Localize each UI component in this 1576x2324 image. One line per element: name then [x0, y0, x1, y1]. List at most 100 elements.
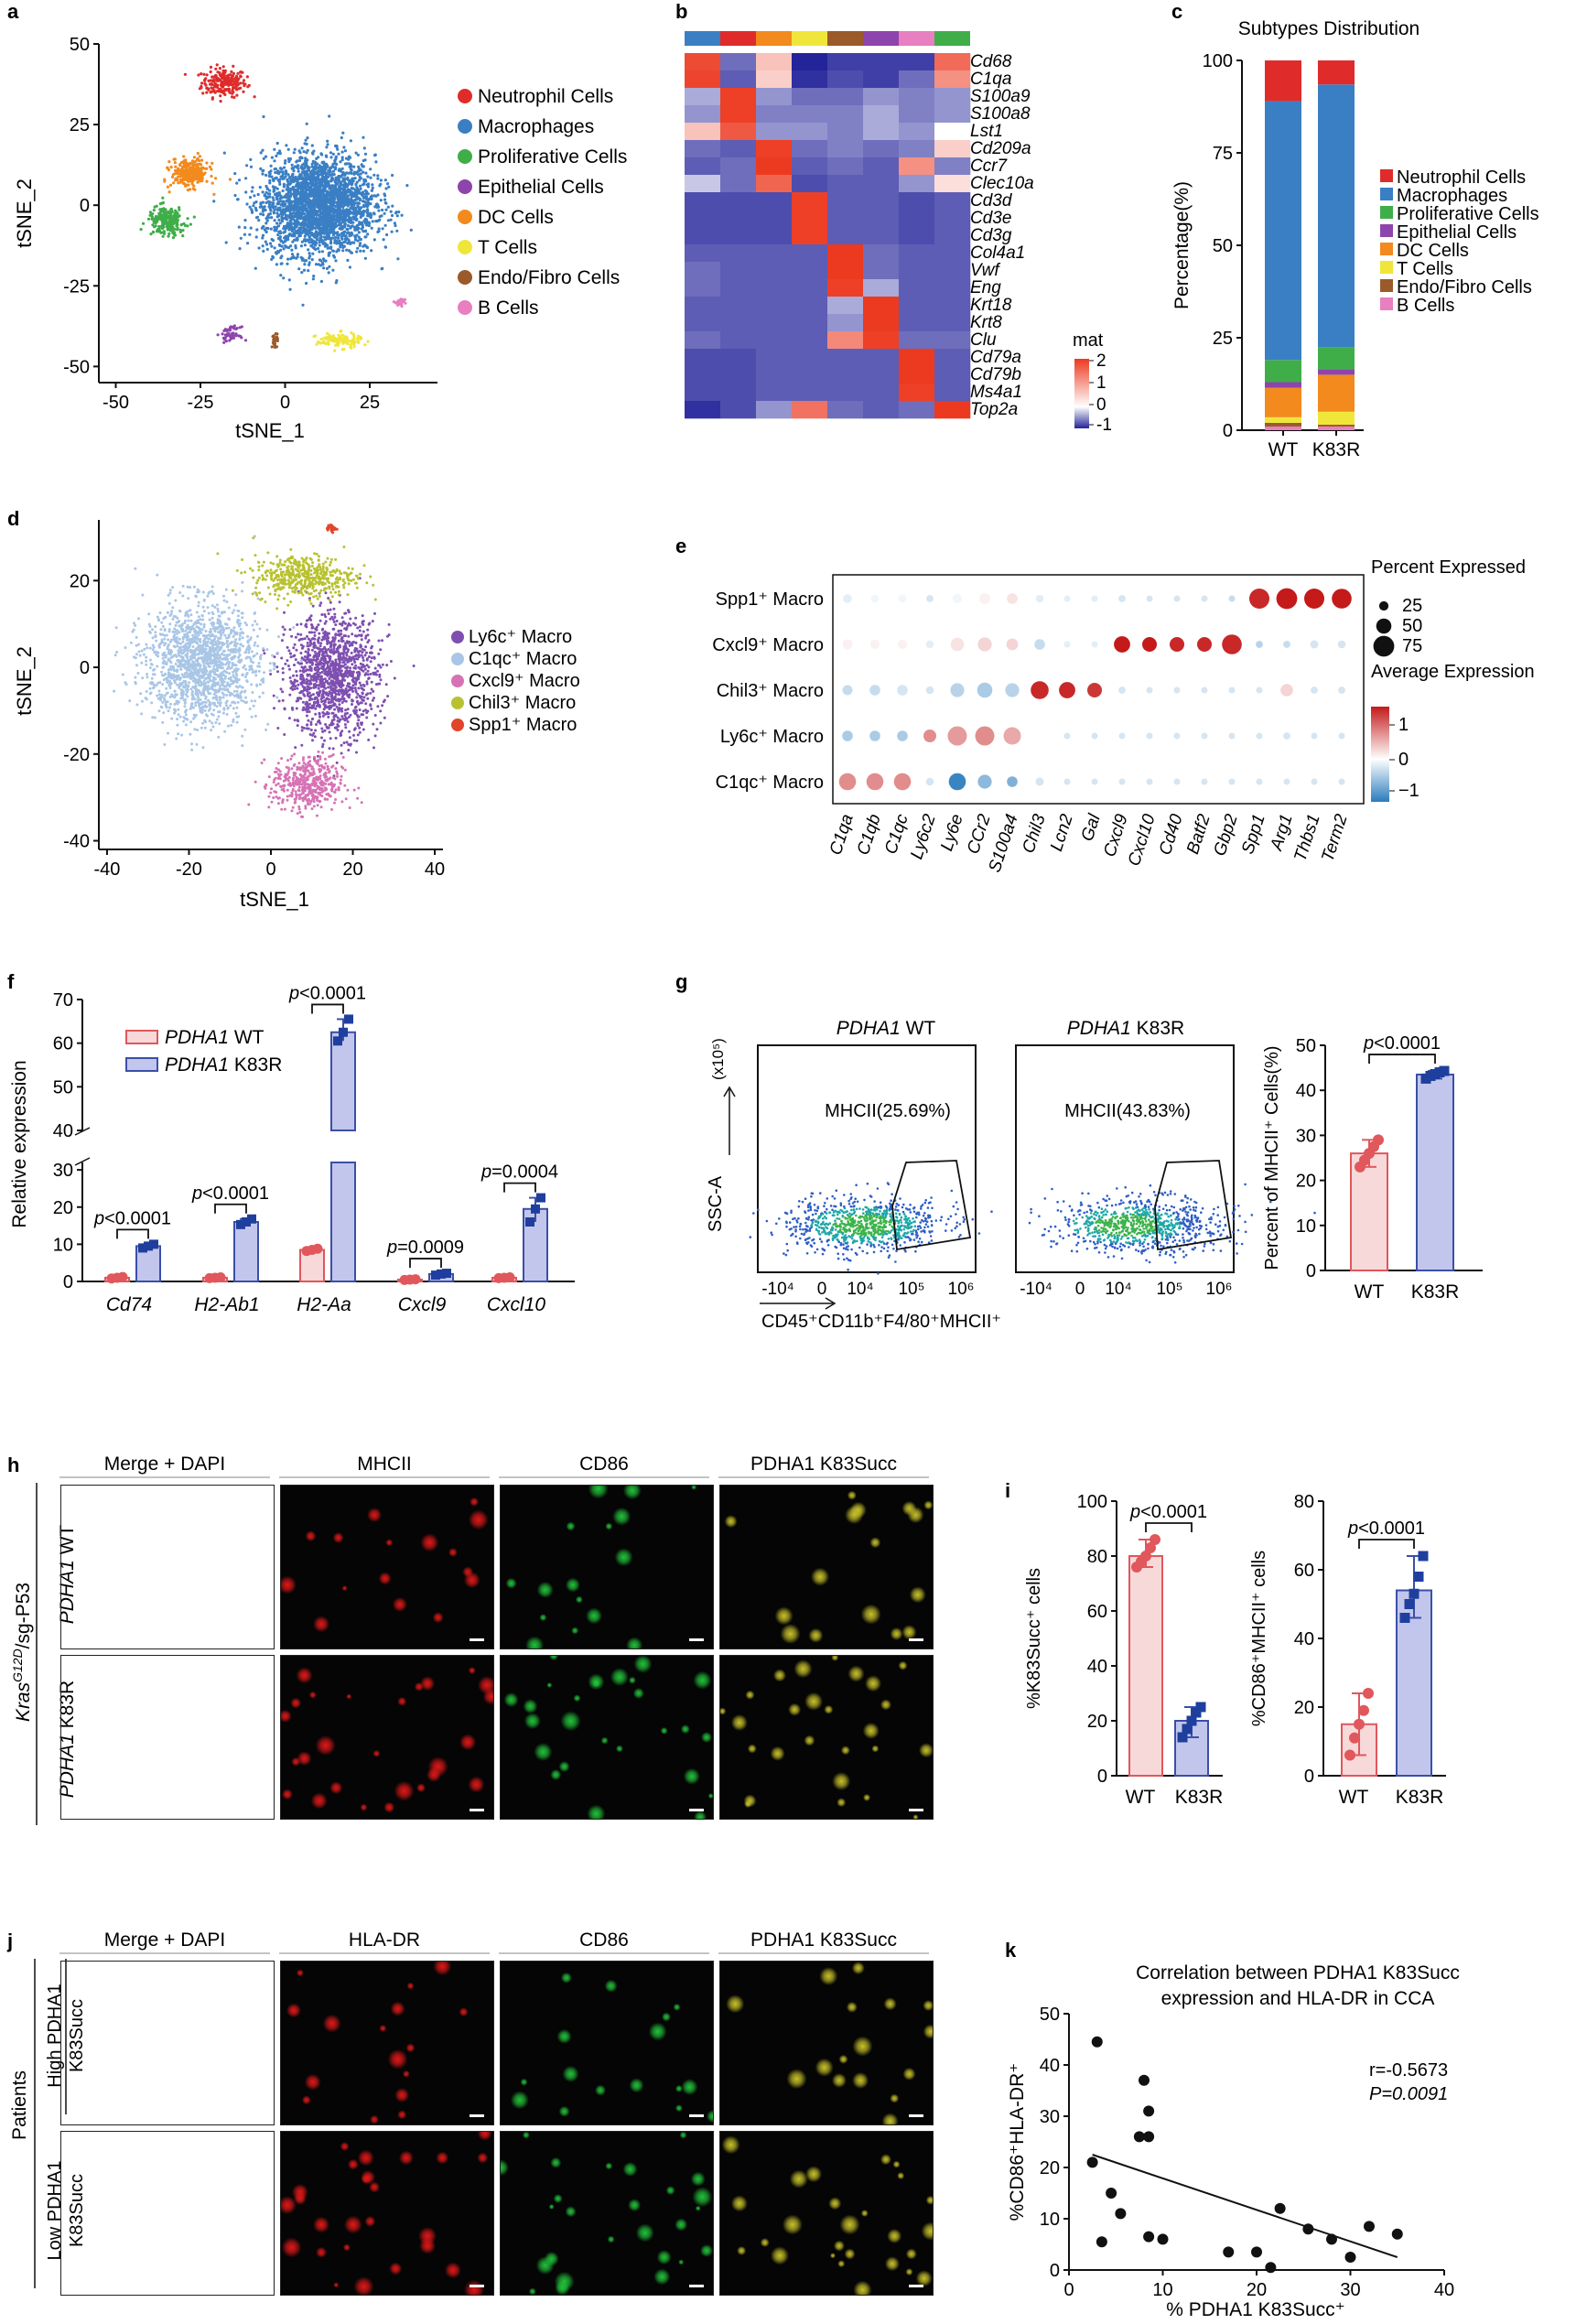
d-point [286, 665, 290, 667]
a-point [249, 165, 254, 168]
d-point [295, 670, 298, 673]
d-point [376, 682, 380, 686]
a-point [246, 242, 250, 245]
b-heatmap-cell [934, 210, 971, 228]
d-point [314, 712, 318, 716]
a-point [157, 211, 161, 215]
a-point [254, 206, 257, 210]
a-point [237, 225, 241, 229]
d-point [327, 647, 330, 651]
d-point [337, 708, 340, 711]
b-heatmap-cell [827, 123, 864, 141]
a-point [155, 204, 158, 208]
a-point [369, 216, 372, 220]
a-point [303, 177, 307, 180]
b-heatmap-cell [792, 192, 828, 211]
a-point [306, 209, 309, 213]
a-point [333, 211, 337, 214]
a-point [349, 340, 352, 343]
d-point [299, 652, 303, 654]
d-point [338, 669, 341, 673]
a-point [293, 147, 297, 151]
d-point [313, 735, 317, 739]
d-point [339, 658, 342, 662]
b-heatmap-cell [685, 227, 721, 245]
b-heatmap-cell [899, 157, 935, 176]
a-point [172, 157, 176, 161]
d-point [383, 716, 386, 719]
d-point [340, 715, 344, 719]
b-heatmap-cell [685, 157, 721, 176]
d-point [300, 646, 304, 650]
d-point [337, 639, 340, 643]
a-point [313, 178, 317, 182]
d-point [320, 656, 324, 660]
a-point [358, 243, 362, 247]
b-heatmap-cell [720, 123, 757, 141]
a-point [281, 241, 286, 244]
d-point [356, 626, 360, 630]
a-point [233, 172, 237, 176]
d-point [320, 736, 323, 740]
a-point [329, 203, 332, 208]
a-point [168, 229, 173, 232]
d-point [317, 684, 320, 687]
a-point [340, 135, 343, 140]
a-point [376, 177, 380, 180]
a-point [239, 81, 243, 85]
a-point [375, 202, 379, 206]
d-point [312, 686, 316, 689]
c-legend-swatch [1380, 169, 1393, 182]
a-x-tick-label: 0 [280, 393, 290, 413]
d-point [320, 727, 324, 730]
a-point [326, 143, 329, 146]
a-point [271, 201, 275, 205]
a-point [210, 161, 214, 165]
a-point [328, 207, 331, 211]
a-point [222, 329, 226, 332]
d-point [377, 639, 381, 643]
d-point [311, 717, 315, 720]
a-point [303, 243, 307, 247]
a-point [319, 152, 323, 156]
d-point [337, 697, 340, 701]
c-bar-segment [1265, 101, 1301, 361]
d-point [315, 628, 318, 632]
b-heatmap-cell [792, 88, 828, 106]
a-point [284, 172, 287, 176]
a-point [308, 261, 311, 265]
a-point [281, 189, 285, 193]
d-point [346, 708, 350, 711]
a-point [245, 164, 249, 168]
d-point [284, 662, 287, 665]
b-heatmap-cell [863, 244, 900, 263]
c-legend-label: Endo/Fibro Cells [1397, 277, 1532, 297]
a-point [370, 226, 373, 230]
b-annot-cell [756, 31, 792, 46]
d-point [366, 697, 370, 700]
b-heatmap-cell [863, 297, 900, 315]
d-point [306, 685, 309, 688]
b-heatmap-cell [720, 88, 757, 106]
a-point [314, 241, 318, 244]
a-point [342, 146, 346, 149]
d-point [281, 698, 285, 702]
d-point [362, 696, 366, 699]
d-point [345, 740, 349, 744]
a-point [358, 178, 362, 182]
a-point [235, 93, 239, 97]
a-point [333, 225, 337, 229]
d-point [328, 659, 331, 663]
b-heatmap-cell [792, 123, 828, 141]
a-point [332, 230, 336, 233]
a-point [223, 92, 227, 96]
b-heatmap-cell [863, 88, 900, 106]
a-point [214, 177, 218, 180]
d-point [355, 671, 359, 675]
c-bar-segment [1265, 422, 1301, 427]
d-point [324, 723, 328, 726]
a-point [312, 184, 316, 188]
a-point [268, 242, 273, 245]
d-point [299, 676, 303, 679]
panel-label-h: h [7, 1454, 19, 1476]
